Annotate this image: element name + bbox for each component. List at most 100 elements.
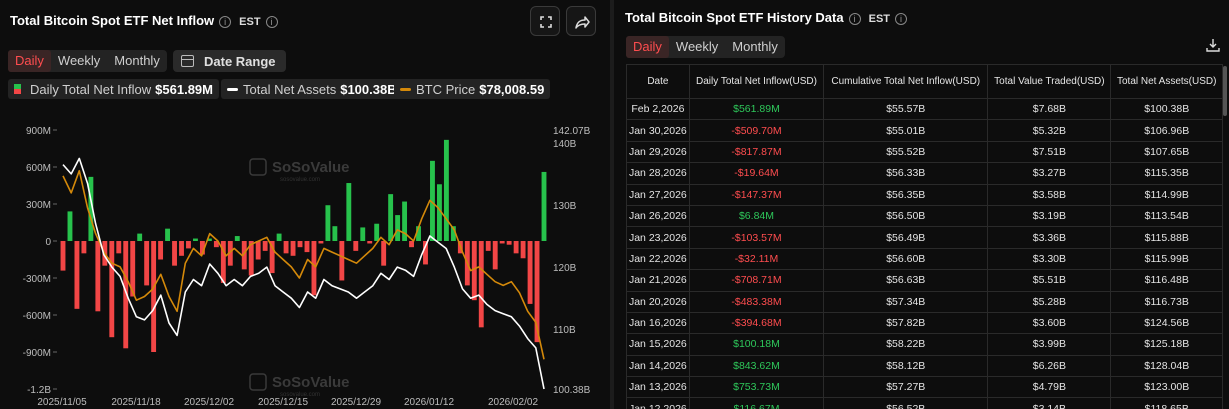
share-button[interactable] [566, 6, 596, 36]
table-row[interactable]: Jan 15,2026 $100.18M $58.22B $3.99B $125.18B [626, 333, 1223, 356]
total-net-assets-line [62, 157, 545, 390]
table-cell: $106.96B [1110, 119, 1223, 142]
history-info-icon[interactable]: i [848, 12, 861, 25]
watermark-text: SoSoValue [272, 159, 350, 176]
fullscreen-button[interactable] [530, 6, 560, 36]
table-row[interactable]: Feb 2,2026 $561.89M $55.57B $7.68B $100.38B [626, 97, 1223, 121]
table-row[interactable]: Jan 30,2026 -$509.70M $55.01B $5.32B $106.96… [626, 119, 1223, 142]
legend-btc-label: BTC Price [416, 81, 476, 97]
info-icon[interactable]: i [219, 15, 232, 28]
table-cell: $57.34B [823, 290, 989, 313]
fullscreen-icon [540, 16, 552, 28]
date-range-button[interactable]: Date Range [173, 50, 286, 72]
inflow-bar [88, 176, 94, 241]
history-title-row: Total Bitcoin Spot ETF History Data i EST i [625, 10, 908, 25]
inflow-bar [290, 241, 296, 256]
inflow-bar [381, 241, 387, 266]
inflow-bar [248, 241, 254, 276]
table-row[interactable]: Jan 22,2026 -$32.11M $56.60B $3.30B $115.99B [626, 247, 1223, 271]
table-cell: Jan 29,2026 [626, 140, 690, 164]
table-cell: Jan 12,2026 [626, 397, 690, 409]
inflow-bar [423, 241, 428, 265]
history-timezone-info-icon[interactable]: i [895, 12, 908, 25]
x-tick-label: 2025/12/29 [331, 397, 381, 408]
btc-price-line [62, 169, 545, 360]
y-right-tick-label: 140B [553, 139, 577, 150]
inflow-bar [402, 201, 408, 241]
x-tick-label: 2025/12/15 [258, 397, 308, 408]
table-cell: $56.35B [823, 183, 989, 206]
table-cell: $3.14B [987, 397, 1112, 409]
y-right-tick-label: 110B [553, 325, 576, 336]
inflow-bar [220, 241, 226, 283]
column-header: Total Net Assets(USD) [1110, 64, 1223, 99]
inflow-bar [311, 241, 317, 296]
table-cell: $5.28B [987, 290, 1112, 313]
history-tab-weekly[interactable]: Weekly [675, 39, 719, 54]
table-cell: $116.67M [688, 397, 825, 409]
legend-inflow[interactable]: Daily Total Net Inflow $561.89M [8, 79, 219, 99]
y-left-tick-label: -300M [23, 274, 51, 285]
y-right-tick-label: 120B [553, 263, 577, 274]
inflow-bar [179, 241, 184, 256]
inflow-bar [450, 226, 456, 241]
table-cell: $58.12B [823, 354, 989, 378]
inflow-bar [485, 241, 491, 251]
table-row[interactable]: Jan 20,2026 -$483.38M $57.34B $5.28B $116.73… [626, 290, 1223, 313]
inflow-bar [206, 238, 212, 241]
inflow-bar [269, 241, 275, 274]
table-cell: $57.82B [823, 311, 989, 335]
history-table: Date Daily Total Net Inflow(USD) Cumulativ… [626, 64, 1223, 409]
inflow-bar [241, 241, 247, 270]
x-tick-label: 2025/11/05 [37, 397, 87, 408]
download-icon[interactable] [1206, 38, 1220, 52]
table-cell: $125.18B [1110, 333, 1223, 356]
legend-assets-label: Total Net Assets [243, 81, 337, 97]
tab-weekly[interactable]: Weekly [57, 53, 101, 68]
table-row[interactable]: Jan 21,2026 -$708.71M $56.63B $5.51B $116.48… [626, 269, 1223, 292]
table-cell: -$147.37M [688, 183, 825, 206]
table-cell: Jan 28,2026 [626, 162, 690, 185]
net-inflow-panel: Total Bitcoin Spot ETF Net Inflow i EST i D… [0, 0, 610, 409]
table-row[interactable]: Jan 27,2026 -$147.37M $56.35B $3.58B $114.99… [626, 183, 1223, 206]
inflow-bar [360, 227, 366, 241]
y-left-tick-label: -900M [23, 348, 51, 359]
inflow-swatch [14, 84, 21, 94]
inflow-bar [123, 241, 129, 349]
legend-assets-value: $100.38B [340, 81, 397, 97]
history-table-container[interactable]: Date Daily Total Net Inflow(USD) Cumulativ… [626, 64, 1223, 409]
inflow-bar [513, 241, 519, 254]
timezone-label: EST [239, 15, 261, 28]
legend-assets[interactable]: Total Net Assets $100.38B [221, 79, 403, 99]
table-cell: $3.58B [987, 183, 1112, 206]
inflow-bar [388, 194, 394, 241]
table-row[interactable]: Jan 28,2026 -$19.64M $56.33B $3.27B $115.35B [626, 162, 1223, 185]
table-cell: $115.88B [1110, 226, 1223, 249]
inflow-bar [130, 241, 136, 297]
inflow-bar [186, 241, 191, 249]
table-cell: -$708.71M [688, 269, 825, 292]
table-row[interactable]: Jan 14,2026 $843.62M $58.12B $6.26B $128.04B [626, 354, 1223, 378]
table-row[interactable]: Jan 26,2026 $6.84M $56.50B $3.19B $113.54B [626, 204, 1223, 228]
panel-divider [610, 0, 614, 409]
x-tick-label: 2025/11/18 [111, 397, 161, 408]
table-scrollbar[interactable] [1223, 66, 1227, 116]
inflow-bar [158, 241, 164, 260]
x-tick-label: 2025/12/02 [184, 397, 234, 408]
history-tab-daily[interactable]: Daily [626, 36, 669, 58]
inflow-bar [262, 241, 268, 251]
table-row[interactable]: Jan 16,2026 -$394.68M $57.82B $3.60B $124.56… [626, 311, 1223, 335]
assets-swatch [227, 87, 238, 91]
table-row[interactable]: Jan 13,2026 $753.73M $57.27B $4.79B $123.00B [626, 376, 1223, 399]
period-tabs: Daily Weekly Monthly [8, 50, 167, 72]
legend-btc[interactable]: BTC Price $78,008.59 [394, 79, 551, 99]
inflow-bar [436, 184, 442, 241]
tab-daily[interactable]: Daily [8, 50, 51, 72]
tab-monthly[interactable]: Monthly [114, 53, 160, 68]
history-tab-monthly[interactable]: Monthly [732, 39, 778, 54]
timezone-info-icon[interactable]: i [265, 15, 278, 28]
table-cell: -$483.38M [688, 290, 825, 313]
table-row[interactable]: Jan 29,2026 -$817.87M $55.52B $7.51B $107.65… [626, 140, 1223, 164]
table-row[interactable]: Jan 12,2026 $116.67M $56.52B $3.14B $118.65B [626, 397, 1223, 409]
table-row[interactable]: Jan 23,2026 -$103.57M $56.49B $3.36B $115.88… [626, 226, 1223, 249]
